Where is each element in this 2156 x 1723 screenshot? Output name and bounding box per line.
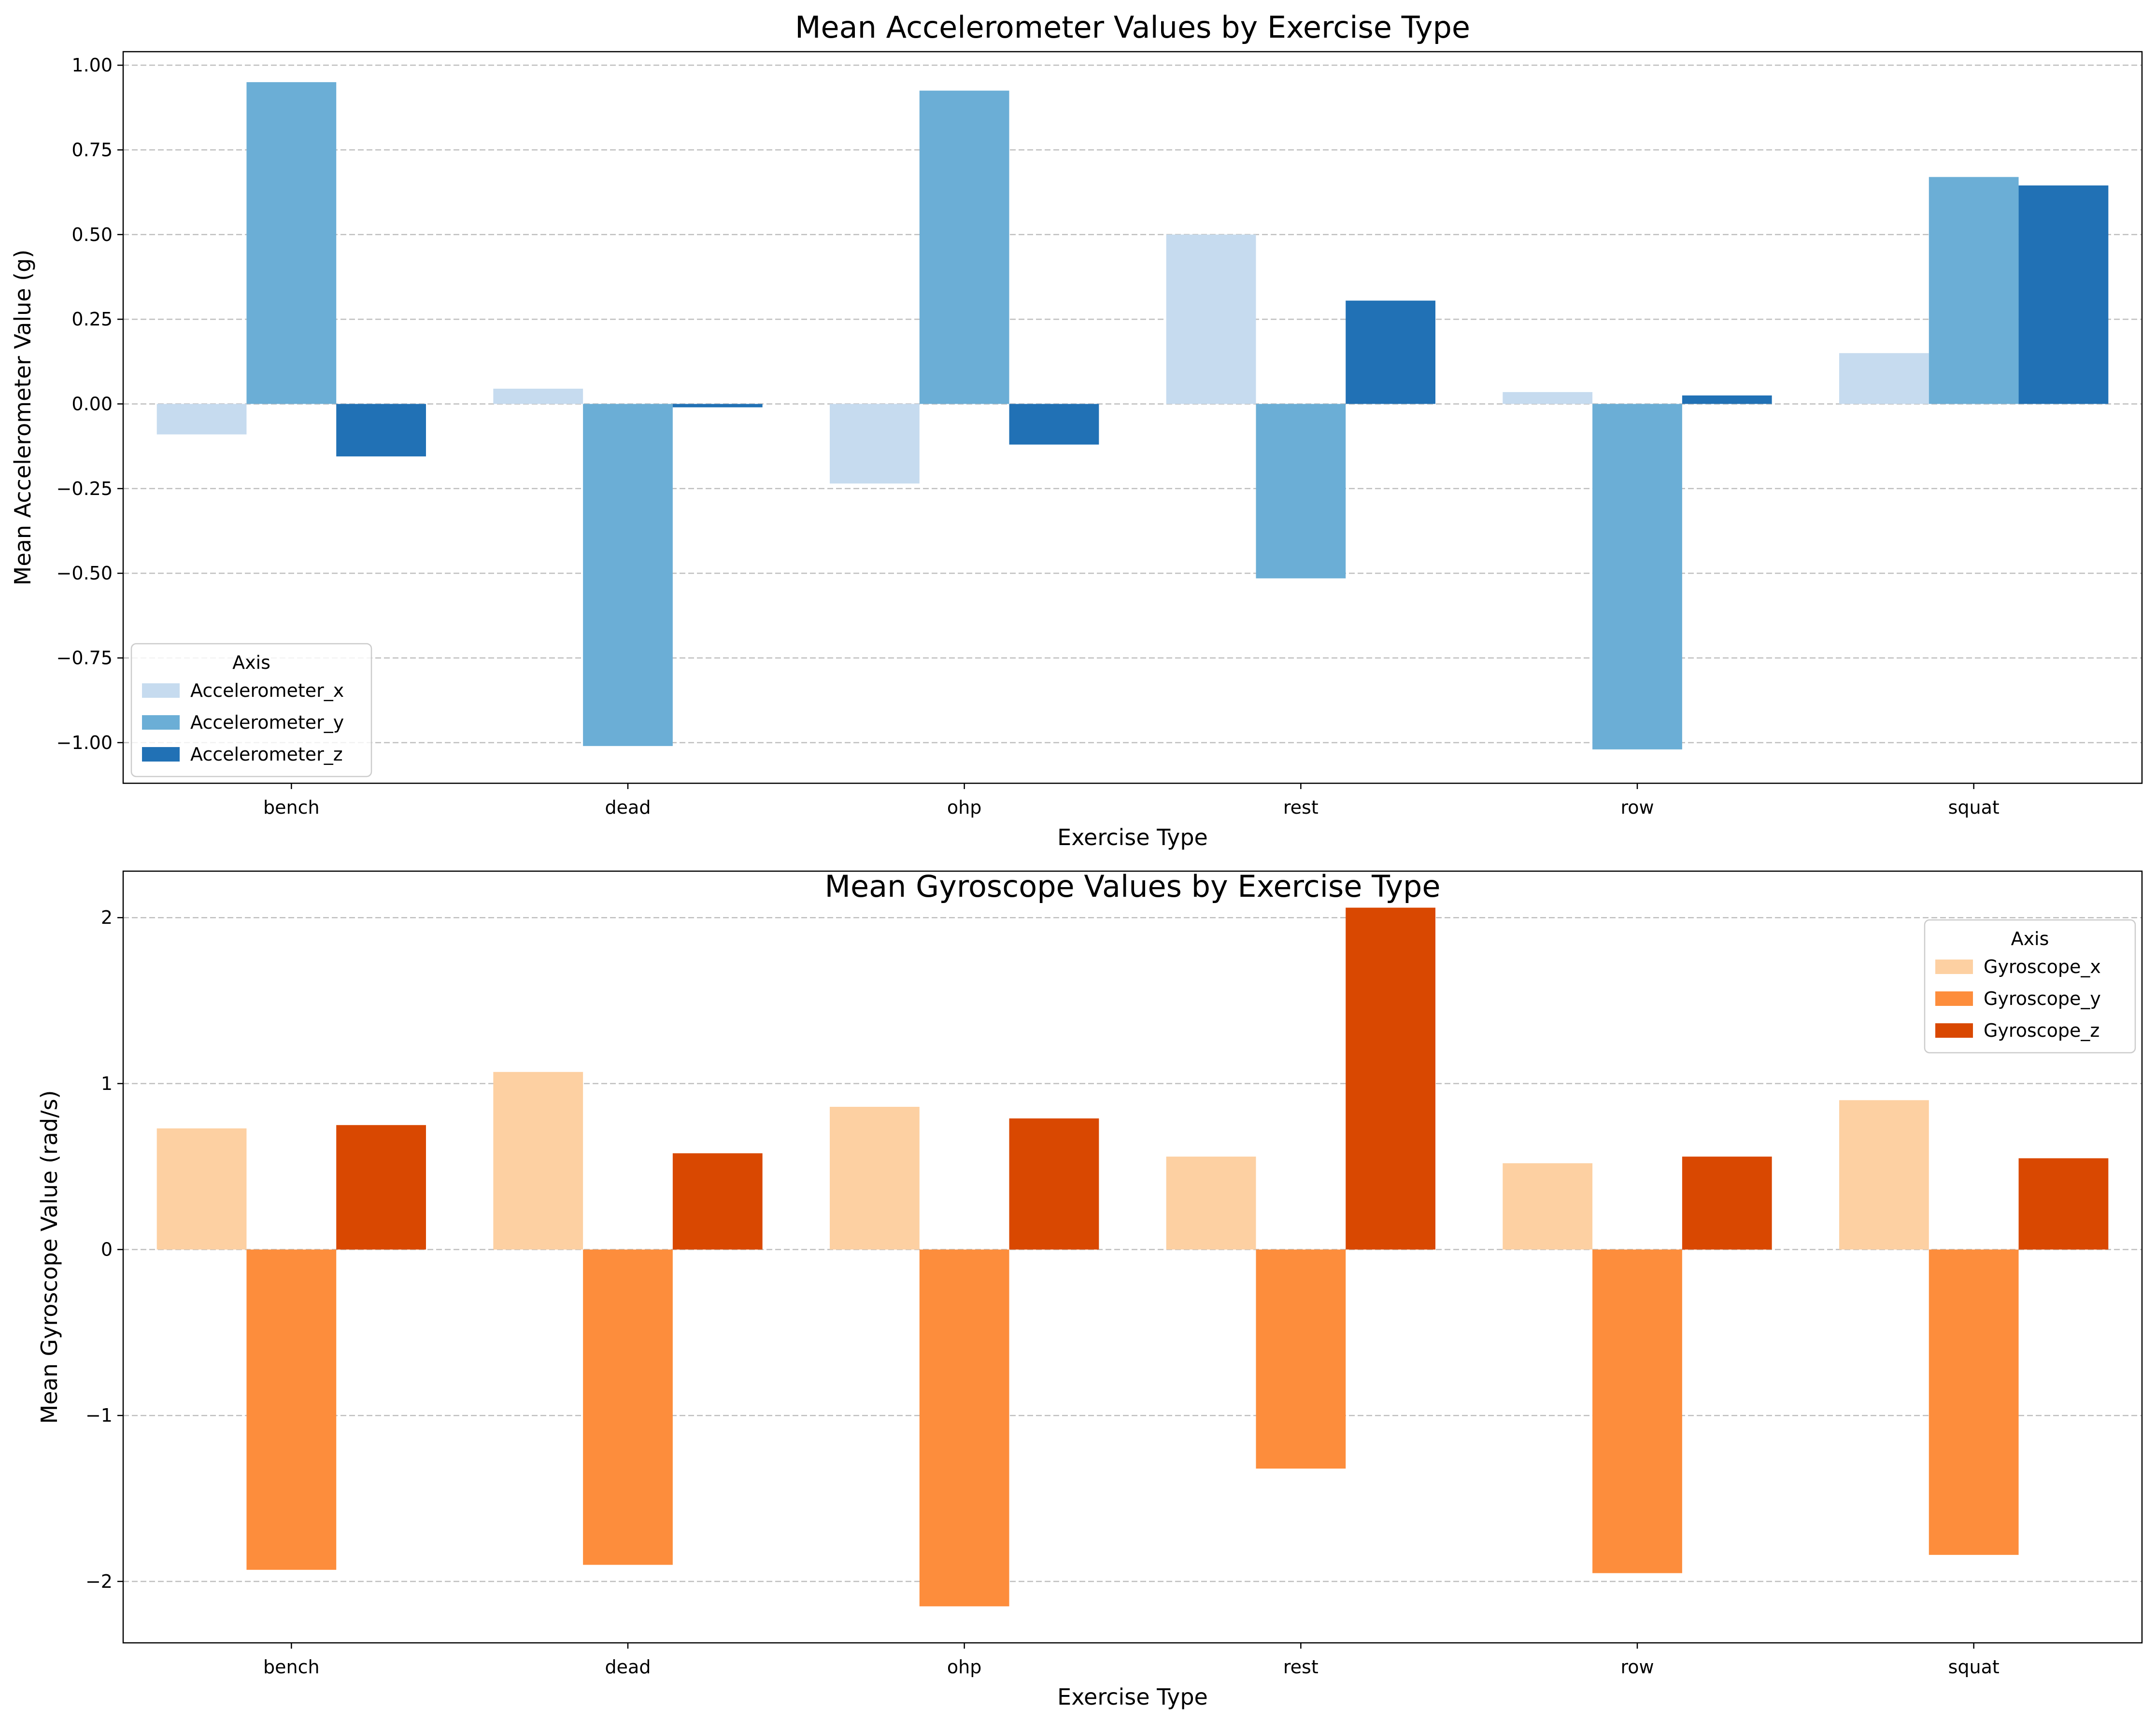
y-tick-label: 1.00 bbox=[71, 55, 113, 76]
legend-label: Accelerometer_z bbox=[190, 744, 343, 765]
bar-gyroscope-y-ohp bbox=[919, 1249, 1009, 1607]
legend: Axis Gyroscope_x Gyroscope_y Gyroscope_z bbox=[1924, 919, 2136, 1054]
legend-box bbox=[130, 643, 372, 777]
bar-accelerometer-x-bench bbox=[156, 404, 247, 435]
chart-title: Mean Gyroscope Values by Exercise Type bbox=[824, 869, 1440, 904]
x-tick-label: squat bbox=[1948, 797, 2000, 818]
x-tick-label: dead bbox=[605, 1656, 651, 1678]
bar-gyroscope-x-rest bbox=[1166, 1157, 1256, 1250]
bar-gyroscope-z-row bbox=[1682, 1157, 1772, 1250]
bar-gyroscope-z-bench bbox=[336, 1125, 426, 1250]
accelerometer-panel: −1.00 −0.75 −0.50 −0.25 0.00 0.25 0.50 0.75 1.00… bbox=[10, 10, 2143, 850]
bar-gyroscope-y-bench bbox=[246, 1249, 337, 1570]
legend-swatch bbox=[142, 747, 180, 762]
bar-accelerometer-x-row bbox=[1503, 392, 1593, 404]
bar-gyroscope-y-squat bbox=[1929, 1249, 2019, 1555]
y-axis-label: Mean Accelerometer Value (g) bbox=[10, 250, 36, 586]
bar-accelerometer-y-dead bbox=[583, 404, 673, 746]
bar-accelerometer-x-ohp bbox=[830, 404, 920, 484]
legend-swatch bbox=[142, 715, 180, 730]
legend-title: Axis bbox=[2011, 928, 2049, 949]
x-tick-label: ohp bbox=[947, 797, 981, 818]
bar-gyroscope-y-row bbox=[1592, 1249, 1682, 1573]
bar-gyroscope-z-squat bbox=[2018, 1158, 2109, 1250]
y-tick-label: −0.25 bbox=[57, 478, 113, 499]
bar-accelerometer-x-dead bbox=[493, 388, 583, 404]
y-tick-label: 0 bbox=[101, 1239, 113, 1260]
chart-title: Mean Accelerometer Values by Exercise Ty… bbox=[795, 10, 1470, 45]
bar-accelerometer-y-bench bbox=[246, 82, 337, 404]
legend-swatch bbox=[142, 683, 180, 698]
x-tick-label: ohp bbox=[947, 1656, 981, 1678]
legend-label: Gyroscope_y bbox=[1984, 988, 2101, 1009]
y-tick-label: 0.75 bbox=[71, 139, 113, 160]
y-tick-label: 0.00 bbox=[71, 393, 113, 414]
bar-accelerometer-z-squat bbox=[2018, 185, 2109, 404]
y-tick-label: −1.00 bbox=[57, 732, 113, 753]
y-axis-label: Mean Gyroscope Value (rad/s) bbox=[36, 1090, 62, 1424]
legend-swatch bbox=[1935, 960, 1973, 974]
y-tick-label: 2 bbox=[101, 907, 113, 928]
x-tick-label: row bbox=[1620, 797, 1654, 818]
bar-gyroscope-z-dead bbox=[672, 1153, 763, 1250]
bar-accelerometer-y-row bbox=[1592, 404, 1682, 749]
x-tick-label: rest bbox=[1283, 1656, 1319, 1678]
bar-accelerometer-y-ohp bbox=[919, 90, 1009, 404]
bar-gyroscope-x-dead bbox=[493, 1072, 583, 1250]
bar-gyroscope-z-ohp bbox=[1009, 1118, 1099, 1250]
x-tick-label: bench bbox=[263, 1656, 320, 1678]
y-tick-label: −2 bbox=[85, 1571, 113, 1592]
x-tick-label: squat bbox=[1948, 1656, 2000, 1678]
y-tick-label: 0.50 bbox=[71, 224, 113, 245]
x-tick-label: rest bbox=[1283, 797, 1319, 818]
bar-gyroscope-x-squat bbox=[1839, 1100, 1929, 1250]
x-tick-label: bench bbox=[263, 797, 320, 818]
bar-accelerometer-y-squat bbox=[1929, 177, 2019, 404]
legend-swatch bbox=[1935, 1023, 1973, 1038]
x-tick-label: dead bbox=[605, 797, 651, 818]
legend-label: Gyroscope_z bbox=[1984, 1020, 2099, 1041]
bar-accelerometer-z-dead bbox=[672, 404, 763, 408]
legend-swatch bbox=[1935, 991, 1973, 1006]
bar-gyroscope-z-rest bbox=[1346, 907, 1435, 1250]
x-tick-label: row bbox=[1620, 1656, 1654, 1678]
legend-box bbox=[1924, 919, 2136, 1054]
x-axis-label: Exercise Type bbox=[1057, 1684, 1208, 1710]
y-tick-label: −1 bbox=[85, 1405, 113, 1426]
legend-label: Accelerometer_x bbox=[190, 680, 344, 701]
bar-accelerometer-z-bench bbox=[336, 404, 426, 457]
y-tick-label: −0.50 bbox=[57, 563, 113, 584]
bar-gyroscope-y-dead bbox=[583, 1249, 673, 1565]
bar-accelerometer-x-rest bbox=[1166, 234, 1256, 404]
bar-gyroscope-x-row bbox=[1503, 1163, 1593, 1250]
bar-gyroscope-y-rest bbox=[1256, 1249, 1346, 1469]
bar-accelerometer-z-ohp bbox=[1009, 404, 1099, 445]
plot-frame bbox=[122, 51, 2143, 784]
bar-accelerometer-z-row bbox=[1682, 395, 1772, 404]
bar-accelerometer-x-squat bbox=[1839, 353, 1929, 404]
legend-label: Accelerometer_y bbox=[190, 712, 344, 733]
legend-title: Axis bbox=[232, 652, 270, 673]
x-axis-label: Exercise Type bbox=[1057, 824, 1208, 850]
y-tick-label: −0.75 bbox=[57, 647, 113, 668]
bar-gyroscope-x-bench bbox=[156, 1128, 247, 1250]
plot-frame bbox=[122, 870, 2143, 1644]
bar-accelerometer-z-rest bbox=[1346, 300, 1435, 404]
bar-gyroscope-x-ohp bbox=[830, 1106, 920, 1250]
y-tick-label: 0.25 bbox=[71, 309, 113, 330]
gyroscope-panel: −2 −1 0 1 2 bench dead ohp rest row squat Mean Gyro… bbox=[36, 869, 2143, 1710]
y-tick-label: 1 bbox=[101, 1073, 113, 1094]
legend: Axis Accelerometer_x Accelerometer_y Accele… bbox=[130, 643, 372, 777]
bar-accelerometer-y-rest bbox=[1256, 404, 1346, 579]
legend-label: Gyroscope_x bbox=[1984, 956, 2101, 977]
